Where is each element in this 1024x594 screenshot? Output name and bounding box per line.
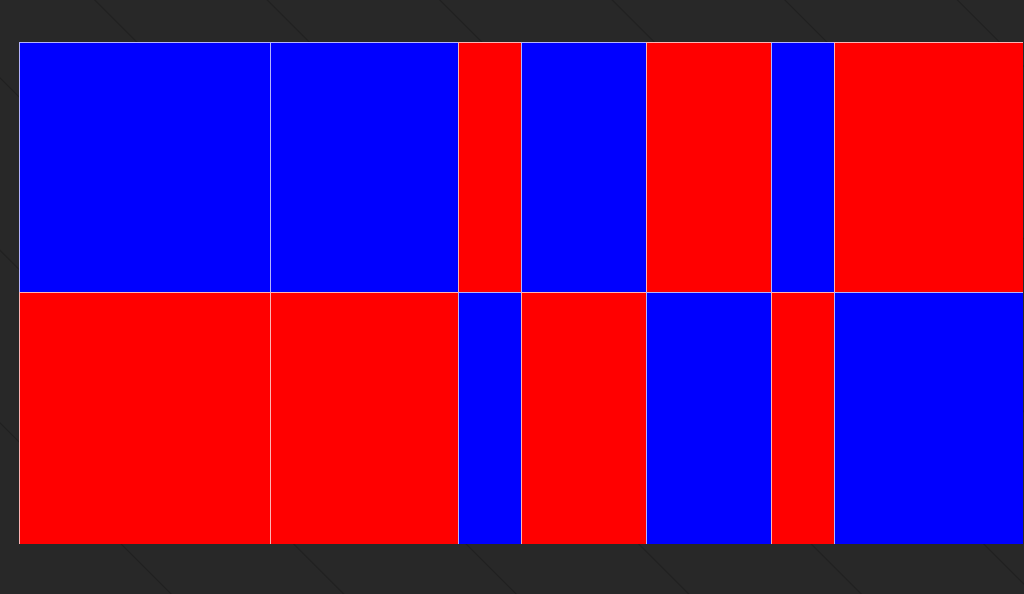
grid-cell-red: [458, 42, 521, 292]
grid-cell-blue: [458, 292, 521, 544]
grid-cell-red: [834, 42, 1023, 292]
grid-cell-blue: [521, 42, 646, 292]
grid-cell-blue: [771, 42, 834, 292]
grid-cell-red: [646, 42, 771, 292]
grid-cell-blue: [19, 42, 270, 292]
grid-cell-red: [19, 292, 270, 544]
grid-cell-blue: [834, 292, 1023, 544]
grid-cell-red: [270, 292, 458, 544]
grid-cell-blue: [270, 42, 458, 292]
grid-cell-blue: [646, 292, 771, 544]
grid-cell-red: [771, 292, 834, 544]
grid-cell-red: [521, 292, 646, 544]
color-grid: [19, 42, 1023, 544]
